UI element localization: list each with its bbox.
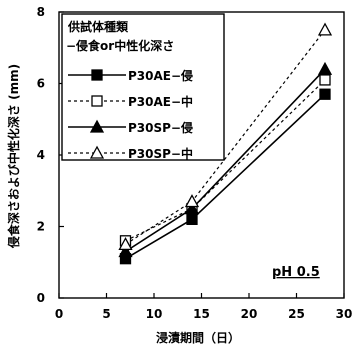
legend-item: P30SP−中 [68, 145, 193, 161]
ph-annotation: pH 0.5 [272, 265, 320, 280]
legend-title-line1: 供試体種類 [67, 19, 129, 34]
data-point [186, 213, 198, 226]
x-tick-label: 5 [102, 307, 110, 321]
series-layer [118, 22, 333, 265]
x-tick-label: 25 [288, 307, 305, 321]
series-4 [118, 22, 333, 251]
y-tick-label: 8 [37, 5, 45, 19]
legend-label: P30AE−侵 [128, 68, 193, 83]
legend: 供試体種類 −侵食or中性化深さ P30AE−侵P30AE−中P30SP−侵P3… [61, 13, 225, 161]
data-point [118, 237, 133, 251]
data-point [317, 22, 333, 36]
data-point [319, 88, 331, 100]
x-tick-label: 30 [336, 307, 353, 321]
x-axis-title: 浸漬期間（日） [156, 330, 240, 345]
legend-marker [91, 95, 103, 107]
legend-marker [89, 145, 105, 159]
x-tick-label: 15 [193, 307, 210, 321]
legend-item: P30SP−侵 [68, 119, 193, 135]
tick-labels: 0 5 10 15 20 25 30 0 2 4 6 8 [37, 5, 353, 321]
data-point [319, 74, 331, 86]
data-point [317, 61, 333, 75]
legend-label: P30AE−中 [128, 94, 193, 109]
legend-box [61, 13, 225, 161]
legend-label: P30SP−中 [128, 146, 193, 161]
y-tick-label: 4 [37, 148, 45, 162]
x-tick-label: 20 [241, 307, 258, 321]
legend-marker [91, 69, 103, 81]
series-3 [118, 61, 333, 258]
y-tick-label: 0 [37, 291, 45, 305]
y-axis-title: 侵食深さおよび中性化深さ (mm) [6, 64, 21, 249]
legend-items: P30AE−侵 P30AE−中 P30SP−侵 P30SP−中 [68, 68, 193, 161]
legend-marker [89, 119, 105, 133]
data-point [184, 194, 200, 208]
x-tick-label: 0 [55, 307, 63, 321]
x-tick-label: 10 [146, 307, 163, 321]
legend-title-line2: −侵食or中性化深さ [66, 38, 174, 53]
legend-item: P30AE−侵 [68, 68, 193, 83]
data-point [184, 201, 200, 215]
legend-item: P30AE−中 [68, 94, 193, 109]
y-tick-label: 6 [37, 77, 45, 91]
y-tick-label: 2 [37, 220, 45, 234]
legend-label: P30SP−侵 [128, 120, 193, 135]
data-point [118, 244, 133, 258]
